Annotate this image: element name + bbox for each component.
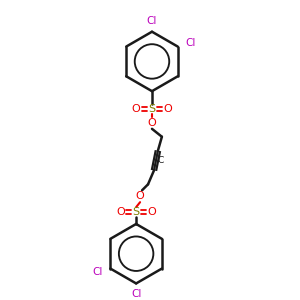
Text: Cl: Cl	[185, 38, 196, 48]
Text: S: S	[133, 207, 140, 217]
Text: O: O	[148, 207, 156, 217]
Text: Cl: Cl	[131, 289, 141, 299]
Text: Cl: Cl	[92, 266, 103, 277]
Text: C: C	[158, 156, 164, 165]
Text: S: S	[148, 104, 155, 114]
Text: O: O	[164, 104, 172, 114]
Text: O: O	[132, 104, 140, 114]
Text: O: O	[116, 207, 124, 217]
Text: Cl: Cl	[147, 16, 157, 26]
Text: O: O	[148, 118, 156, 128]
Text: O: O	[136, 191, 145, 201]
